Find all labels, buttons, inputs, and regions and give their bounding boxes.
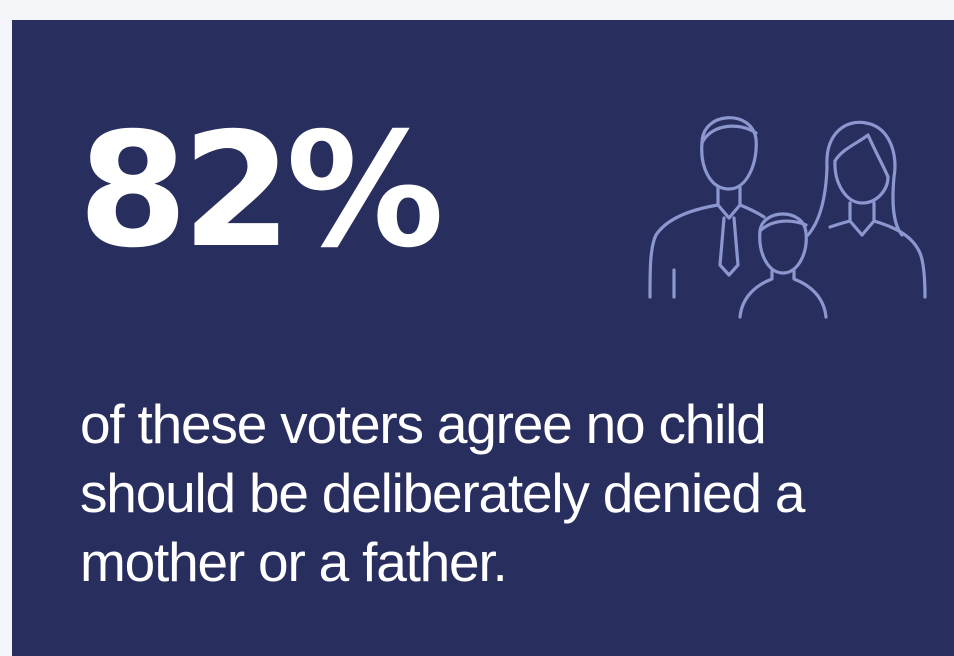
stat-caption: of these voters agree no child should be… bbox=[80, 393, 805, 593]
family-icon bbox=[648, 116, 927, 319]
stat-value: 82% bbox=[78, 99, 444, 283]
stat-card: 82% of these voters agree no child shoul… bbox=[12, 20, 954, 656]
